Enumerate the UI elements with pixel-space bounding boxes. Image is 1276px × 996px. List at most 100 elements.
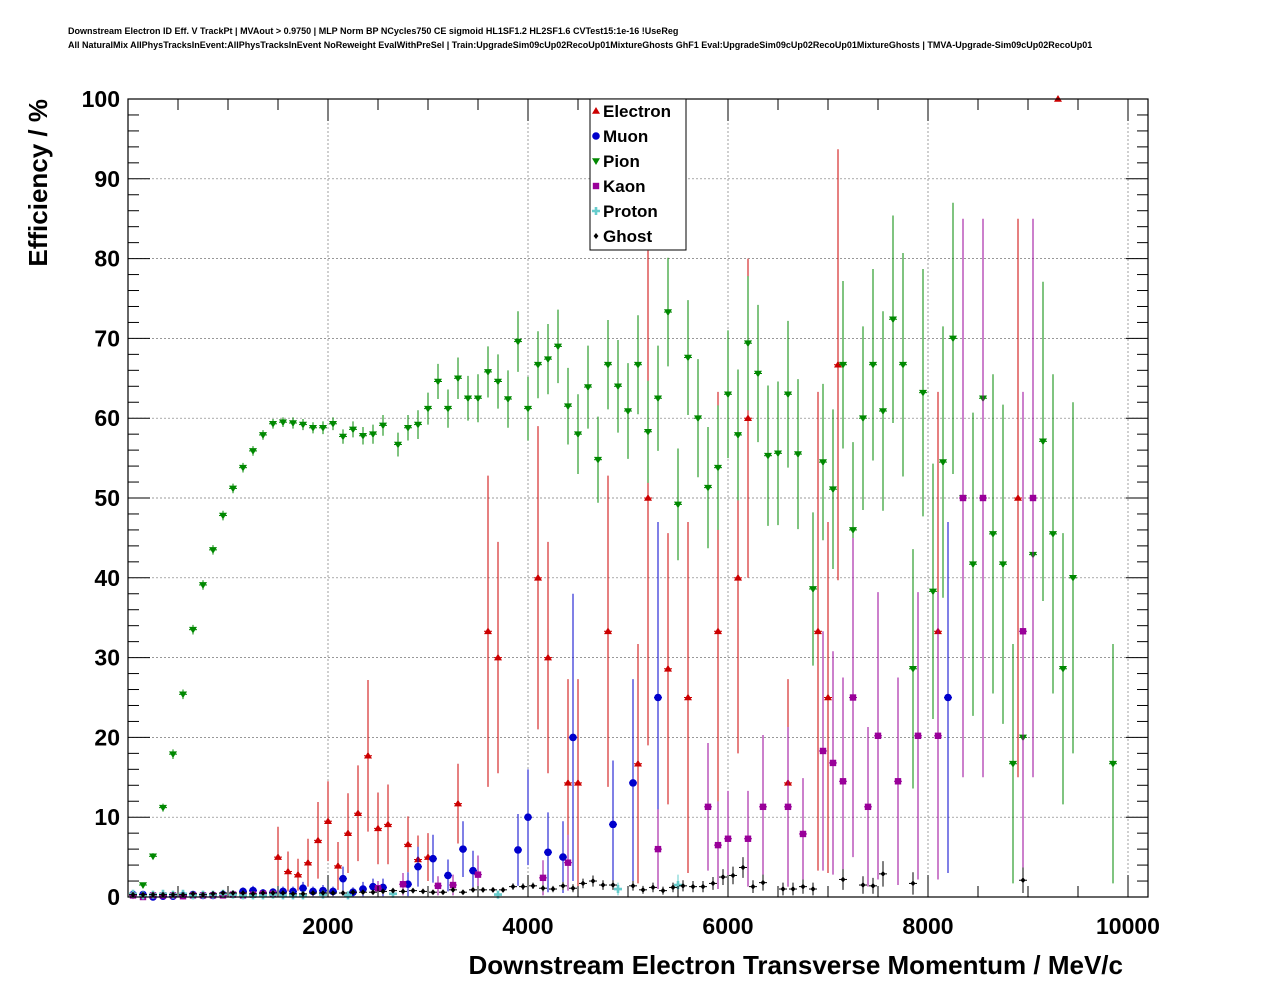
- data-point: [939, 459, 947, 467]
- data-point: [260, 890, 266, 897]
- data-point: [704, 484, 712, 492]
- data-point: [414, 421, 422, 429]
- data-point: [910, 880, 916, 887]
- data-point: [444, 871, 452, 880]
- data-point: [140, 891, 146, 898]
- data-point: [560, 882, 566, 889]
- data-point: [800, 883, 806, 890]
- data-point: [319, 424, 327, 432]
- data-point: [574, 431, 582, 439]
- legend-label-muon: Muon: [603, 127, 648, 146]
- data-point: [774, 450, 782, 458]
- data-point: [839, 778, 847, 785]
- legend-label-electron: Electron: [603, 102, 671, 121]
- data-point: [744, 340, 752, 348]
- data-point: [829, 486, 837, 494]
- data-point: [390, 887, 396, 894]
- data-point: [380, 888, 386, 895]
- data-point: [394, 441, 402, 449]
- data-point: [494, 653, 502, 661]
- data-point: [159, 804, 167, 812]
- data-point: [760, 879, 766, 886]
- data-point: [290, 890, 296, 897]
- data-point: [484, 627, 492, 635]
- legend-box: [589, 98, 687, 251]
- data-point: [819, 459, 827, 467]
- data-point: [664, 664, 672, 672]
- data-point: [484, 369, 492, 376]
- data-point: [544, 653, 552, 661]
- data-point: [510, 883, 516, 890]
- data-point: [630, 882, 636, 889]
- data-point: [209, 547, 217, 554]
- data-point: [590, 878, 596, 885]
- legend-label-pion: Pion: [603, 152, 640, 171]
- data-point: [544, 356, 552, 364]
- data-point: [919, 389, 927, 397]
- data-point: [929, 588, 937, 596]
- data-point: [724, 835, 732, 842]
- legend-label-ghost: Ghost: [603, 227, 652, 246]
- data-point: [1069, 575, 1077, 582]
- data-point: [809, 586, 817, 593]
- data-point: [460, 889, 466, 896]
- data-point: [544, 848, 552, 857]
- data-point: [569, 733, 577, 742]
- data-point: [524, 813, 532, 821]
- data-point: [864, 803, 872, 811]
- x-tick-label: 8000: [902, 913, 953, 939]
- x-tick-label: 10000: [1096, 913, 1160, 939]
- data-point: [734, 573, 742, 581]
- data-point: [694, 415, 702, 423]
- data-point: [592, 182, 600, 190]
- data-point: [269, 420, 277, 428]
- data-point: [849, 694, 857, 701]
- data-point: [530, 882, 536, 889]
- data-point: [592, 132, 600, 140]
- data-point: [794, 451, 802, 459]
- data-point: [1009, 760, 1017, 768]
- data-point: [520, 883, 526, 890]
- data-point: [710, 880, 716, 887]
- data-point: [294, 870, 302, 878]
- x-tick-label: 4000: [502, 913, 553, 939]
- data-point: [404, 424, 412, 432]
- data-point: [640, 886, 646, 893]
- data-point: [410, 887, 416, 894]
- data-point: [474, 395, 482, 403]
- data-point: [989, 531, 997, 538]
- data-point: [289, 420, 297, 427]
- y-tick-label: 80: [94, 246, 120, 272]
- data-point: [624, 408, 632, 416]
- data-point: [379, 422, 387, 430]
- series-pion: [129, 202, 1117, 900]
- data-point: [230, 890, 236, 897]
- data-point: [414, 862, 422, 871]
- data-point: [430, 889, 436, 896]
- data-point: [870, 882, 876, 889]
- x-axis-title: Downstream Electron Transverse Momentum …: [468, 950, 1123, 980]
- data-point: [684, 693, 692, 701]
- data-point: [474, 871, 482, 878]
- data-point: [304, 858, 312, 866]
- data-point: [1049, 531, 1057, 538]
- data-point: [424, 405, 432, 413]
- data-point: [959, 494, 967, 502]
- data-point: [160, 891, 166, 898]
- data-point: [592, 107, 600, 114]
- data-point: [714, 464, 722, 472]
- data-point: [514, 846, 522, 854]
- data-point: [654, 693, 662, 702]
- data-point: [494, 378, 502, 386]
- data-point: [849, 527, 857, 534]
- data-point: [370, 889, 376, 896]
- data-point: [454, 799, 462, 807]
- y-tick-label: 70: [94, 325, 120, 351]
- data-point: [534, 573, 542, 581]
- data-point: [690, 883, 696, 890]
- data-point: [714, 841, 722, 849]
- data-point: [744, 835, 752, 842]
- y-tick-label: 10: [94, 804, 120, 830]
- data-point: [1019, 628, 1027, 635]
- data-point: [130, 891, 136, 898]
